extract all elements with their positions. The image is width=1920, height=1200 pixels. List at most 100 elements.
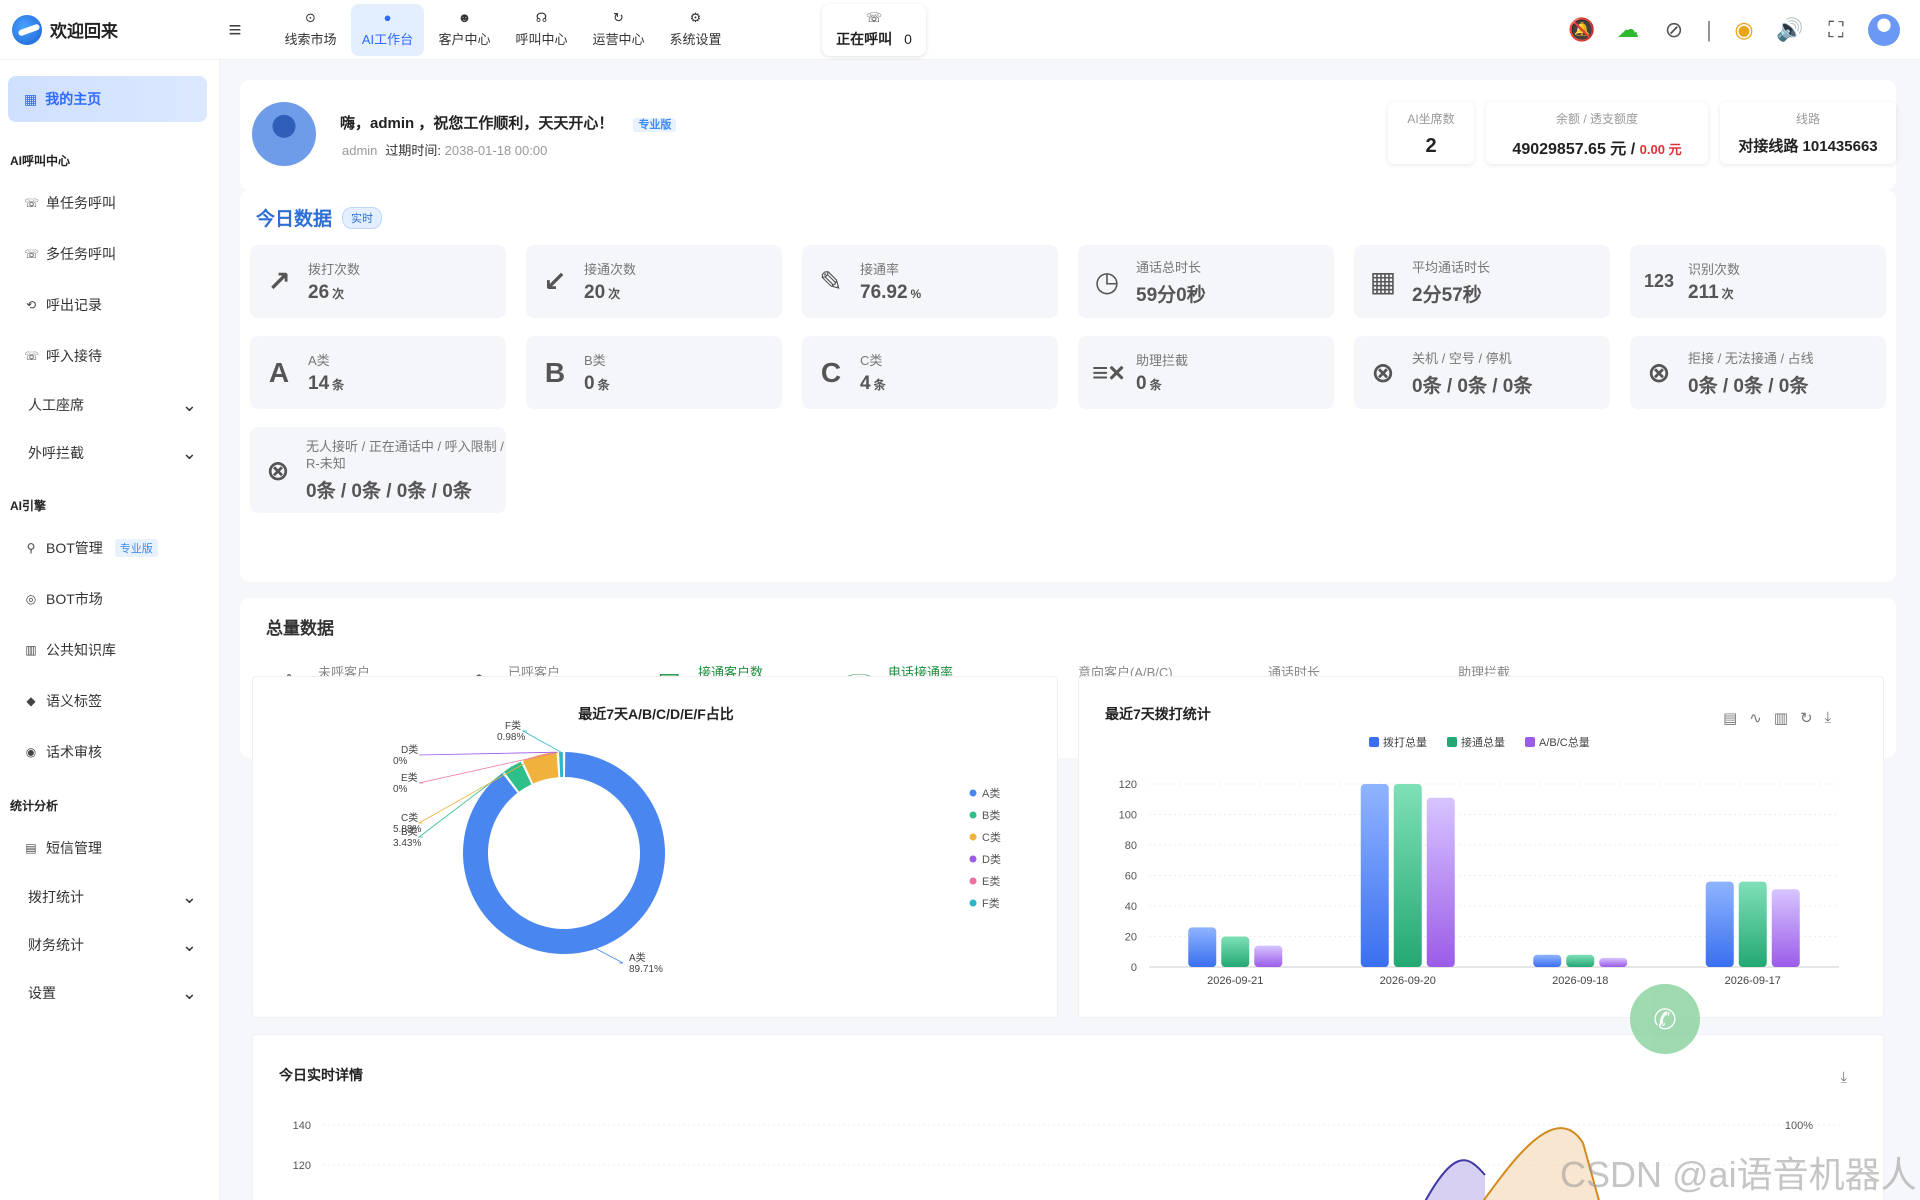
stat-unit: 条	[873, 378, 886, 392]
sidebar-item[interactable]: 财务统计 ⌄	[0, 921, 219, 969]
sidebar-item[interactable]: ☏ 呼入接待	[0, 330, 219, 381]
nav-tab-3[interactable]: ☊ 呼叫中心	[505, 4, 578, 56]
volume-icon[interactable]: 🔊	[1776, 17, 1804, 42]
y-tick-label: 0	[1131, 962, 1137, 974]
chrome-icon[interactable]: ◉	[1734, 17, 1754, 42]
stat-value: 14	[308, 373, 330, 394]
nav-tab-2[interactable]: ☻ 客户中心	[428, 4, 501, 56]
bar	[1360, 784, 1389, 967]
download-icon[interactable]: ⤓	[1824, 709, 1832, 726]
stat-card: ✎ 接通率 76.92%	[802, 245, 1058, 318]
sidebar-item[interactable]: ◎ BOT市场	[0, 573, 219, 624]
bar	[1566, 954, 1595, 967]
calling-status[interactable]: ☏ 正在呼叫 0	[822, 3, 926, 56]
bar	[1533, 954, 1562, 967]
stat-card: ◷ 通话总时长 59分0秒	[1078, 245, 1334, 318]
stat-card: ↗ 拨打次数 26 次	[250, 245, 506, 318]
user-name: admin	[342, 143, 378, 158]
realtime-panel: 今日实时详情 ⤓ 140 120 100%	[252, 1034, 1884, 1200]
stat-value: 26	[308, 282, 330, 303]
pie-label-value: 3.43%	[393, 838, 421, 849]
nav-tab-label: 系统设置	[669, 32, 722, 47]
sidebar-item[interactable]: ◆ 语义标签	[0, 675, 219, 726]
sidebar-item[interactable]: ◉ 话术审核	[0, 726, 219, 777]
stat-value: 59分0秒	[1136, 284, 1206, 306]
top-bar: 欢迎回来 ≡ ⊙ 线索市场 ● AI工作台 ☻ 客户中心 ☊ 呼叫中心 ↻ 运营中心 ⚙ 系统设置 ☏…	[0, 0, 1920, 60]
fullscreen-icon[interactable]: ⛶	[1828, 17, 1844, 42]
expire-label: 过期时间:	[385, 143, 442, 158]
call-fab-button[interactable]: ✆	[1630, 984, 1700, 1054]
bar	[1705, 881, 1734, 967]
refresh-icon[interactable]: ↻	[1799, 710, 1813, 727]
stat-card: ↙ 接通次数 20 次	[526, 245, 782, 318]
y-tick-label: 120	[293, 1160, 311, 1172]
nav-tab-5[interactable]: ⚙ 系统设置	[659, 4, 732, 56]
stat-value: 0条 / 0条 / 0条	[1688, 375, 1809, 397]
nav-tab-0[interactable]: ⊙ 线索市场	[274, 4, 347, 56]
pie-label-line	[418, 751, 558, 756]
stat-unit: 条	[332, 378, 345, 392]
sidebar-item-icon: ⚲	[26, 540, 36, 555]
data-view-icon[interactable]: ▤	[1723, 710, 1738, 727]
bar-switch-icon[interactable]: ▥	[1773, 710, 1788, 727]
download-icon[interactable]: ⤓	[1840, 1069, 1847, 1086]
nav-tab-icon: ↻	[613, 10, 624, 25]
sidebar-item[interactable]: ☏ 多任务呼叫	[0, 228, 219, 279]
cloud-upload-icon[interactable]: ☁	[1617, 17, 1639, 42]
legend-label: 拨打总量	[1383, 735, 1427, 749]
sidebar-item[interactable]: 外呼拦截 ⌄	[0, 429, 219, 477]
stat-value: 211	[1688, 282, 1719, 303]
block-icon[interactable]: ⊘	[1664, 17, 1684, 42]
stat-value: 0条 / 0条 / 0条 / 0条	[306, 480, 472, 502]
sidebar-item[interactable]: 人工座席 ⌄	[0, 381, 219, 429]
sidebar-item[interactable]: 拨打统计 ⌄	[0, 873, 219, 921]
sidebar-item-icon: ☏	[24, 246, 40, 261]
menu-toggle-icon[interactable]: ≡	[228, 16, 242, 42]
pie-label-line	[595, 948, 624, 964]
sidebar-item-icon: ⟲	[25, 297, 37, 312]
sidebar-group-title: AI呼叫中心	[10, 154, 71, 168]
nav-tab-label: 呼叫中心	[515, 32, 568, 47]
nav-tab-1[interactable]: ● AI工作台	[351, 3, 424, 56]
line-switch-icon[interactable]: ∿	[1749, 710, 1762, 727]
stat-icon: ◷	[1094, 266, 1120, 297]
user-info: admin 过期时间: 2038-01-18 00:00	[342, 140, 547, 159]
sidebar-item[interactable]: ▤ 短信管理	[0, 822, 219, 873]
sidebar-item[interactable]: 设置 ⌄	[0, 969, 219, 1017]
nav-tab-4[interactable]: ↻ 运营中心	[582, 4, 655, 56]
dashboard-icon: ▦	[24, 90, 38, 107]
sidebar-item-icon: ☏	[24, 195, 40, 210]
stat-label: 无人接听 / 正在通话中 / 呼入限制 / R-未知	[306, 438, 504, 471]
avatar[interactable]	[1868, 14, 1900, 46]
sidebar-item[interactable]: ▥ 公共知识库	[0, 624, 219, 675]
seats-value: 2	[1425, 135, 1437, 157]
sidebar-item-label: 外呼拦截	[28, 445, 84, 461]
calling-label: 正在呼叫	[836, 31, 893, 47]
sidebar-item-home[interactable]: ▦ 我的主页	[8, 76, 207, 122]
sidebar-item[interactable]: ☏ 单任务呼叫	[0, 177, 219, 228]
sidebar-item-label: 单任务呼叫	[46, 194, 116, 211]
stat-label: 接通次数	[584, 262, 637, 277]
bar	[1188, 927, 1217, 967]
legend-marker	[969, 833, 977, 841]
overdraft-value: 0.00 元	[1639, 142, 1682, 157]
edition-badge: 专业版	[114, 538, 158, 557]
stat-card: C C类 4 条	[802, 336, 1058, 409]
stat-unit: 次	[1721, 287, 1734, 301]
chevron-down-icon: ⌄	[181, 395, 197, 415]
y-tick-label: 40	[1125, 901, 1137, 913]
nav-tab-icon: ☻	[457, 10, 472, 25]
y-tick-label: 140	[293, 1120, 311, 1132]
sidebar-item-icon: ▤	[25, 840, 37, 855]
nav-tab-label: 线索市场	[284, 32, 337, 47]
y-tick-label: 100	[1119, 810, 1137, 822]
legend-label: D类	[982, 852, 1001, 866]
legend-marker	[969, 811, 977, 819]
sidebar-item[interactable]: ⚲ BOT管理 专业版	[0, 522, 219, 573]
sidebar-item[interactable]: ⟲ 呼出记录	[0, 279, 219, 330]
bell-off-icon[interactable]: 🔕	[1568, 17, 1596, 42]
stat-icon: ↙	[543, 266, 567, 297]
sidebar-item-label: BOT管理	[46, 539, 103, 556]
stat-label: 通话总时长	[1136, 259, 1202, 275]
